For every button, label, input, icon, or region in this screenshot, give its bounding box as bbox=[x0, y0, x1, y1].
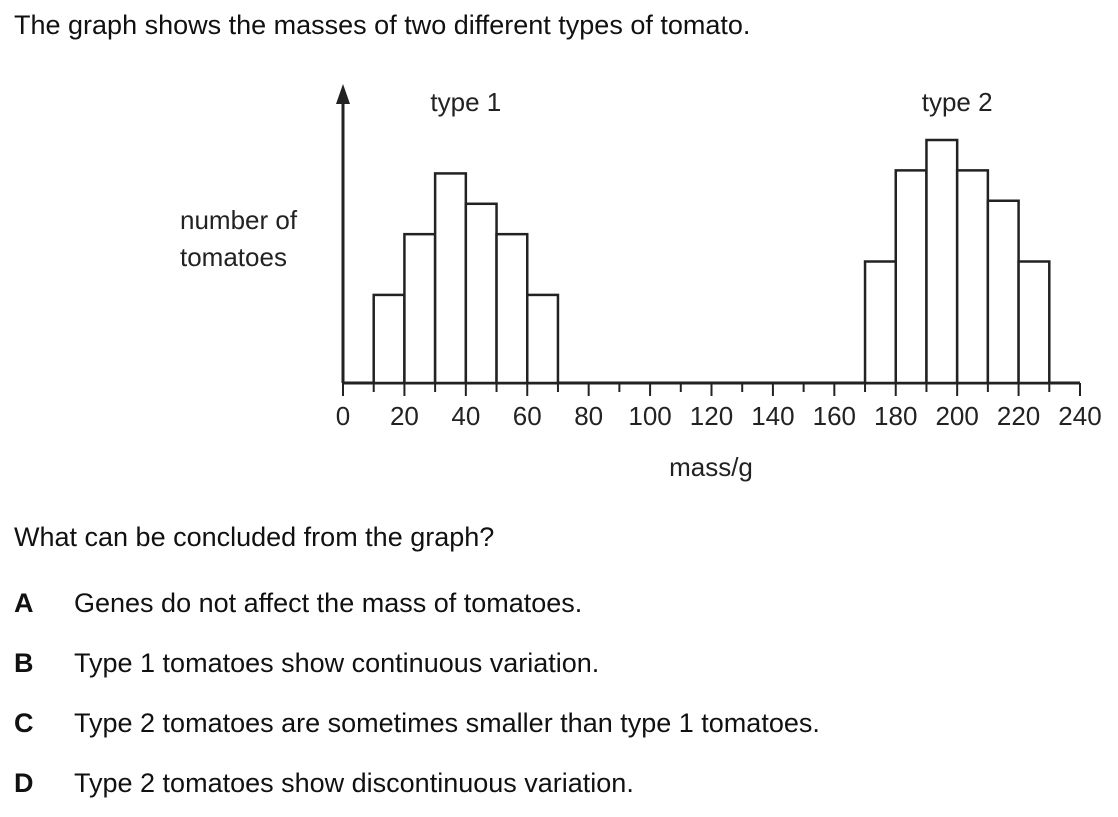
histogram-bar bbox=[865, 262, 896, 384]
option-d[interactable]: D Type 2 tomatoes show discontinuous var… bbox=[14, 768, 634, 799]
option-text: Genes do not affect the mass of tomatoes… bbox=[74, 588, 582, 619]
option-letter: D bbox=[14, 768, 74, 799]
x-tick-label: 220 bbox=[997, 401, 1040, 431]
histogram-bar bbox=[896, 170, 927, 383]
option-b[interactable]: B Type 1 tomatoes show continuous variat… bbox=[14, 648, 599, 679]
series-label: type 2 bbox=[922, 87, 993, 117]
histogram-chart: 0 20 40 60 80 100 120 140 160 180 200 220 240 mass/g n… bbox=[0, 0, 1118, 500]
x-tick-label: 100 bbox=[628, 401, 671, 431]
x-tick-label: 60 bbox=[513, 401, 542, 431]
x-tick-label: 240 bbox=[1058, 401, 1101, 431]
histogram-bar bbox=[926, 140, 957, 383]
x-tick-label: 160 bbox=[813, 401, 856, 431]
option-c[interactable]: C Type 2 tomatoes are sometimes smaller … bbox=[14, 708, 820, 739]
histogram-bar bbox=[466, 204, 497, 383]
y-axis-label: tomatoes bbox=[180, 242, 287, 272]
histogram-bar bbox=[497, 234, 528, 383]
x-tick-label: 20 bbox=[390, 401, 419, 431]
option-text: Type 2 tomatoes show discontinuous varia… bbox=[74, 768, 634, 799]
option-letter: C bbox=[14, 708, 74, 739]
series-label: type 1 bbox=[430, 87, 501, 117]
histogram-bar bbox=[527, 295, 558, 383]
option-letter: B bbox=[14, 648, 74, 679]
option-letter: A bbox=[14, 588, 74, 619]
y-axis-arrowhead bbox=[336, 84, 350, 104]
x-tick-label: 180 bbox=[874, 401, 917, 431]
y-axis-label: number of bbox=[180, 205, 298, 235]
x-tick-label: 80 bbox=[574, 401, 603, 431]
histogram-bar bbox=[1019, 262, 1050, 384]
option-text: Type 1 tomatoes show continuous variatio… bbox=[74, 648, 599, 679]
histogram-bar bbox=[404, 234, 435, 383]
option-text: Type 2 tomatoes are sometimes smaller th… bbox=[74, 708, 820, 739]
x-tick-label: 140 bbox=[751, 401, 794, 431]
histogram-bar bbox=[957, 170, 988, 383]
x-tick-label: 40 bbox=[451, 401, 480, 431]
x-tick-label: 120 bbox=[690, 401, 733, 431]
histogram-bar bbox=[435, 173, 466, 383]
x-axis-label: mass/g bbox=[669, 452, 753, 482]
histogram-bar bbox=[374, 295, 405, 383]
option-a[interactable]: A Genes do not affect the mass of tomato… bbox=[14, 588, 582, 619]
histogram-bar bbox=[988, 201, 1019, 383]
x-tick-label: 0 bbox=[336, 401, 350, 431]
question-text: What can be concluded from the graph? bbox=[14, 522, 494, 553]
x-tick-label: 200 bbox=[935, 401, 978, 431]
